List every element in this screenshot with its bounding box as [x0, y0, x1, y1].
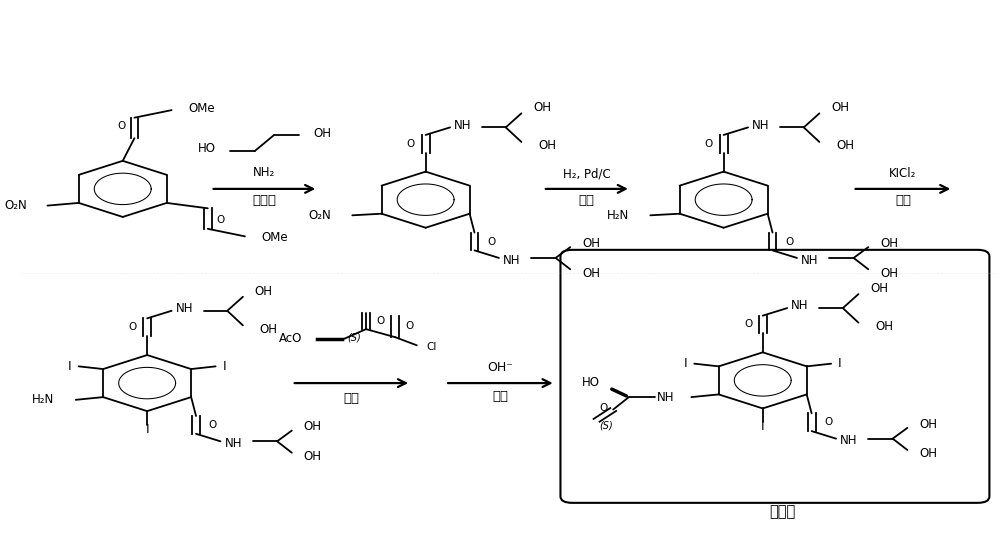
Text: O: O [744, 319, 752, 329]
Text: (S): (S) [347, 332, 361, 342]
Text: O: O [128, 322, 137, 332]
Text: OH: OH [880, 267, 898, 280]
Text: NH: NH [840, 434, 857, 447]
Text: OH: OH [831, 101, 849, 114]
Text: H₂N: H₂N [607, 209, 629, 222]
Text: I: I [761, 420, 765, 433]
Text: O: O [406, 322, 414, 331]
Text: OH: OH [313, 127, 331, 140]
Text: O: O [209, 420, 217, 430]
Text: OMe: OMe [262, 232, 288, 245]
Text: HO: HO [582, 376, 600, 389]
Text: 碘化: 碘化 [895, 194, 911, 207]
Text: OH: OH [870, 282, 888, 295]
Text: O₂N: O₂N [4, 199, 27, 212]
Text: O: O [118, 122, 126, 131]
Text: O: O [487, 237, 495, 247]
Text: OH: OH [836, 139, 854, 152]
Text: H₂, Pd/C: H₂, Pd/C [563, 167, 611, 180]
Text: I: I [684, 357, 687, 370]
Text: AcO: AcO [279, 332, 303, 346]
Text: I: I [68, 360, 72, 373]
Text: 酰化: 酰化 [343, 392, 359, 405]
Text: 氢化: 氢化 [579, 194, 595, 207]
Text: OH: OH [919, 417, 937, 431]
Text: OH: OH [260, 323, 278, 336]
Text: OH⁻: OH⁻ [487, 361, 513, 374]
Text: OH: OH [255, 285, 273, 298]
Text: 磘帕醇: 磘帕醇 [769, 504, 795, 519]
Text: O: O [216, 215, 225, 225]
Text: H₂N: H₂N [32, 393, 54, 406]
Text: OH: OH [582, 267, 600, 280]
Text: 水解: 水解 [492, 390, 508, 403]
Text: (S): (S) [599, 421, 613, 431]
Text: I: I [223, 360, 226, 373]
Text: OH: OH [304, 420, 322, 433]
Text: NH: NH [454, 119, 472, 132]
Text: O: O [407, 138, 415, 149]
Text: NH: NH [224, 437, 242, 450]
Text: OH: OH [875, 320, 893, 333]
Text: O: O [377, 316, 385, 326]
Text: 酯交换: 酯交换 [252, 194, 276, 207]
Text: KICl₂: KICl₂ [889, 167, 917, 180]
Text: OMe: OMe [188, 102, 215, 115]
Text: HO: HO [198, 142, 216, 155]
Text: O: O [705, 138, 713, 149]
Text: O: O [824, 417, 832, 427]
Text: NH: NH [801, 253, 818, 267]
Text: O₂N: O₂N [308, 209, 331, 222]
Text: I: I [838, 357, 842, 370]
Text: NH: NH [176, 302, 193, 315]
Text: I: I [145, 423, 149, 436]
Text: NH₂: NH₂ [253, 166, 276, 179]
Text: OH: OH [919, 447, 937, 461]
Text: OH: OH [304, 450, 322, 463]
Text: NH: NH [657, 391, 675, 404]
Text: O: O [785, 237, 793, 247]
Text: OH: OH [880, 237, 898, 250]
Text: OH: OH [533, 101, 551, 114]
FancyBboxPatch shape [560, 250, 989, 503]
Text: Cl: Cl [427, 342, 437, 353]
Text: NH: NH [503, 253, 520, 267]
Text: OH: OH [538, 139, 556, 152]
Text: NH: NH [791, 299, 809, 312]
Text: O: O [599, 403, 608, 413]
Text: OH: OH [582, 237, 600, 250]
Text: NH: NH [752, 119, 770, 132]
